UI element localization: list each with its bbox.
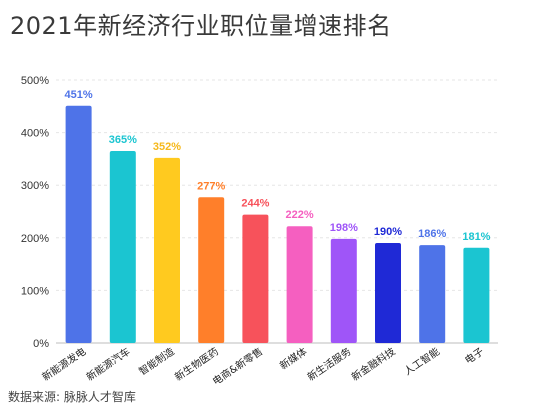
x-tick-label: 新生活服务 — [305, 345, 354, 384]
bar — [419, 245, 446, 343]
bar — [109, 151, 136, 343]
bar — [242, 214, 269, 343]
y-tick-label: 200% — [21, 233, 49, 245]
bar — [375, 243, 401, 343]
bar — [463, 247, 490, 343]
data-label: 244% — [241, 198, 269, 210]
x-tick-label: 新能源汽车 — [84, 345, 133, 384]
x-tick-label: 新能源发电 — [40, 345, 89, 384]
y-tick-label: 100% — [21, 285, 49, 297]
bar — [154, 157, 180, 343]
x-tick-label: 新金融科技 — [349, 345, 398, 384]
bar — [198, 197, 225, 343]
x-tick-label: 智能制造 — [136, 345, 176, 378]
y-tick-label: 0% — [33, 338, 49, 350]
data-label: 190% — [374, 226, 402, 238]
x-tick-label: 人工智能 — [401, 345, 441, 378]
data-label: 451% — [65, 89, 93, 101]
chart-title: 2021年新经济行业职位量增速排名 — [10, 12, 392, 40]
data-source-note: 数据来源: 脉脉人才智库 — [8, 390, 136, 404]
data-label: 181% — [462, 231, 490, 243]
data-label: 186% — [418, 228, 446, 240]
data-label: 365% — [109, 134, 137, 146]
y-tick-label: 400% — [21, 128, 49, 140]
bar — [330, 238, 357, 343]
data-label: 277% — [197, 180, 225, 192]
bar — [65, 105, 92, 343]
bar — [286, 226, 313, 343]
data-label: 352% — [153, 141, 181, 153]
y-tick-label: 500% — [21, 75, 49, 87]
bars — [65, 105, 490, 343]
data-label: 198% — [330, 222, 358, 234]
x-tick-label: 电商&新零售 — [210, 345, 265, 388]
y-tick-label: 300% — [21, 180, 49, 192]
y-axis: 0% 100% 200% 300% 400% 500% — [21, 75, 49, 350]
x-tick-label: 新媒体 — [277, 345, 309, 373]
data-labels: 451% 365% 352% 277% 244% 222% 198% 190% 186% 181% — [65, 89, 491, 243]
data-label: 222% — [286, 209, 314, 221]
x-tick-label: 电子 — [462, 345, 486, 367]
